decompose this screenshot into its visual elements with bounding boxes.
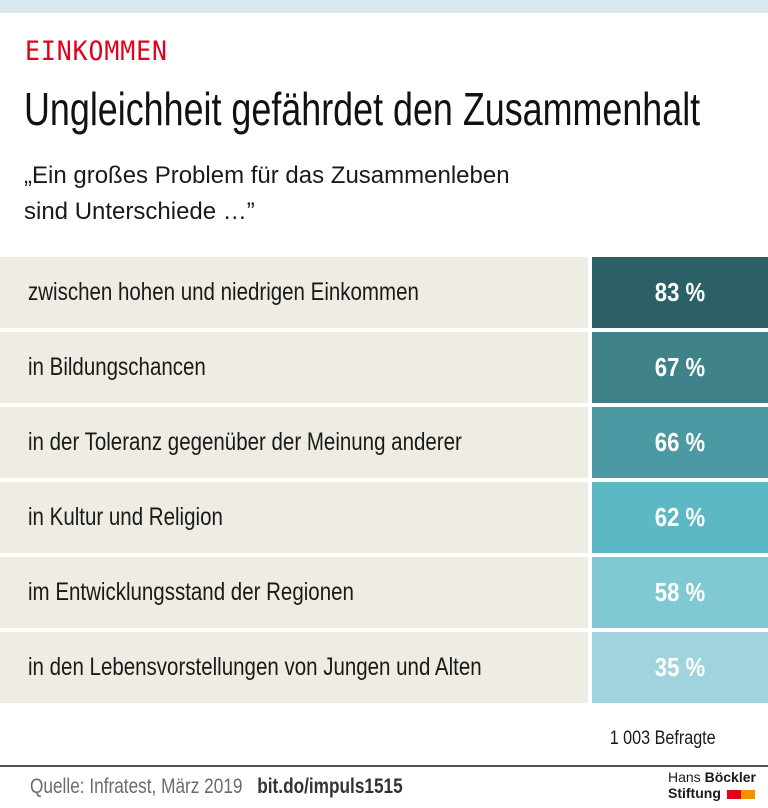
table-row: im Entwicklungsstand der Regionen 58 %	[0, 557, 768, 628]
row-label-cell: in Kultur und Religion	[0, 482, 588, 553]
logo-text-hans: Hans	[668, 769, 705, 785]
logo-text-stiftung: Stiftung	[668, 785, 721, 801]
logo-text-boeckler: Böckler	[704, 769, 756, 785]
row-label: im Entwicklungsstand der Regionen	[28, 578, 354, 606]
table-row: in Bildungschancen 67 %	[0, 332, 768, 403]
value-label: 35 %	[654, 652, 706, 682]
top-accent-bar	[0, 0, 768, 13]
row-label-cell: in den Lebensvorstellungen von Jungen un…	[0, 632, 588, 703]
hans-boeckler-logo: Hans Böckler Stiftung	[668, 769, 756, 801]
value-cell: 67 %	[592, 332, 768, 403]
subtitle-line-2: sind Unterschiede …”	[24, 198, 255, 225]
value-label: 58 %	[654, 577, 706, 607]
logo-red-square-icon	[726, 789, 741, 799]
value-label: 67 %	[654, 352, 706, 382]
value-cell: 66 %	[592, 407, 768, 478]
table-row: in Kultur und Religion 62 %	[0, 482, 768, 553]
row-label: in den Lebensvorstellungen von Jungen un…	[28, 653, 482, 681]
table-row: zwischen hohen und niedrigen Einkommen 83…	[0, 257, 768, 328]
kicker-label: EINKOMMEN	[25, 36, 168, 67]
row-label: in Kultur und Religion	[28, 503, 223, 531]
row-label: in Bildungschancen	[28, 353, 206, 381]
value-cell: 83 %	[592, 257, 768, 328]
value-cell: 58 %	[592, 557, 768, 628]
page-title: Ungleichheit gefährdet den Zusammenhalt	[24, 83, 701, 135]
row-label-cell: in der Toleranz gegenüber der Meinung an…	[0, 407, 588, 478]
sample-size-note: 1 003 Befragte	[610, 728, 716, 749]
value-cell: 35 %	[592, 632, 768, 703]
value-label: 62 %	[654, 502, 706, 532]
source-text: Quelle: Infratest, März 2019	[30, 775, 243, 798]
row-label: zwischen hohen und niedrigen Einkommen	[28, 278, 419, 306]
source-link[interactable]: bit.do/impuls1515	[257, 775, 403, 798]
value-label: 66 %	[654, 427, 706, 457]
table-row: in den Lebensvorstellungen von Jungen un…	[0, 632, 768, 703]
subtitle-line-1: „Ein großes Problem für das Zusammenlebe…	[24, 162, 510, 189]
row-label-cell: im Entwicklungsstand der Regionen	[0, 557, 588, 628]
row-label-cell: zwischen hohen und niedrigen Einkommen	[0, 257, 588, 328]
row-label-cell: in Bildungschancen	[0, 332, 588, 403]
value-label: 83 %	[654, 277, 706, 307]
subtitle: „Ein großes Problem für das Zusammenlebe…	[24, 158, 510, 230]
table-row: in der Toleranz gegenüber der Meinung an…	[0, 407, 768, 478]
footer-divider	[0, 765, 768, 767]
source-line: Quelle: Infratest, März 2019 bit.do/impul…	[30, 775, 403, 799]
row-label: in der Toleranz gegenüber der Meinung an…	[28, 428, 462, 456]
value-cell: 62 %	[592, 482, 768, 553]
logo-orange-square-icon	[740, 789, 755, 799]
